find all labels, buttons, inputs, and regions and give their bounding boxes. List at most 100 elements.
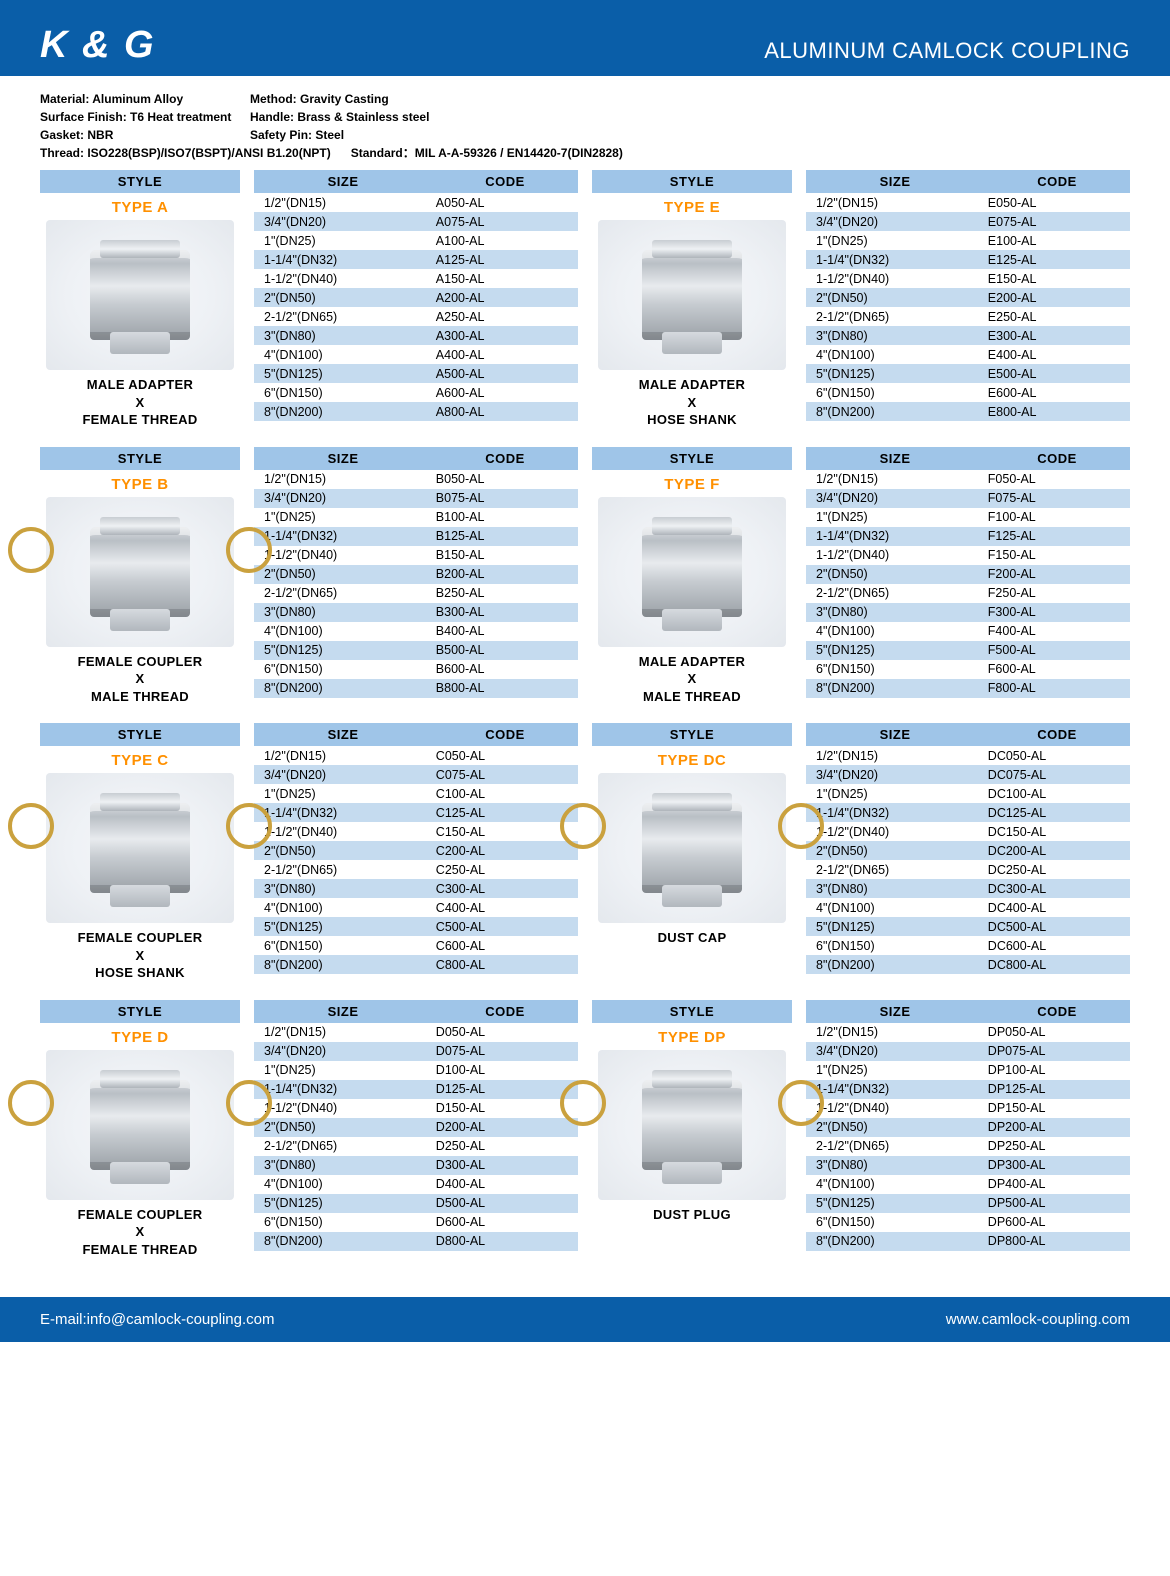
table-row: 6"(DN150)C600-AL [254,936,578,955]
table-row: 6"(DN150)E600-AL [806,383,1130,402]
cell-size: 4"(DN100) [810,1177,984,1191]
style-panel: STYLETYPE DFEMALE COUPLER X FEMALE THREA… [40,1000,240,1259]
cell-code: D150-AL [432,1101,574,1115]
cell-size: 2"(DN50) [258,1120,432,1134]
type-name: TYPE B [40,476,240,493]
table-row: 1-1/2"(DN40)A150-AL [254,269,578,288]
cell-code: F300-AL [984,605,1126,619]
cell-size: 1-1/2"(DN40) [258,825,432,839]
cell-size: 2-1/2"(DN65) [810,863,984,877]
size-table: SIZECODE1/2"(DN15)A050-AL3/4"(DN20)A075-… [254,170,578,429]
cell-code: C800-AL [432,958,574,972]
table-row: 1"(DN25)F100-AL [806,508,1130,527]
table-row: 3/4"(DN20)E075-AL [806,212,1130,231]
style-header: STYLE [592,170,792,193]
product-block: STYLETYPE DPDUST PLUGSIZECODE1/2"(DN15)D… [592,1000,1130,1259]
cell-code: D800-AL [432,1234,574,1248]
type-name: TYPE DC [592,752,792,769]
table-row: 4"(DN100)A400-AL [254,345,578,364]
cell-size: 6"(DN150) [810,1215,984,1229]
style-panel: STYLETYPE FMALE ADAPTER X MALE THREAD [592,447,792,706]
cell-size: 1-1/4"(DN32) [810,806,984,820]
catalog-row: STYLETYPE DFEMALE COUPLER X FEMALE THREA… [40,1000,1130,1259]
type-name: TYPE C [40,752,240,769]
style-header: STYLE [40,1000,240,1023]
spec-material: Material: Aluminum Alloy [40,90,250,108]
header-code: CODE [984,451,1130,466]
cell-code: DP125-AL [984,1082,1126,1096]
cell-size: 6"(DN150) [258,939,432,953]
cell-size: 2-1/2"(DN65) [258,1139,432,1153]
table-row: 6"(DN150)F600-AL [806,660,1130,679]
product-block: STYLETYPE EMALE ADAPTER X HOSE SHANKSIZE… [592,170,1130,429]
cell-size: 3"(DN80) [810,882,984,896]
cell-size: 3"(DN80) [258,1158,432,1172]
cell-code: D500-AL [432,1196,574,1210]
product-description: FEMALE COUPLER X MALE THREAD [40,653,240,706]
cell-size: 4"(DN100) [258,348,432,362]
cell-code: E100-AL [984,234,1126,248]
cell-size: 3"(DN80) [258,329,432,343]
table-row: 3"(DN80)C300-AL [254,879,578,898]
cell-code: DP150-AL [984,1101,1126,1115]
cell-code: C150-AL [432,825,574,839]
cell-size: 2-1/2"(DN65) [258,586,432,600]
cell-size: 5"(DN125) [258,1196,432,1210]
table-row: 1-1/2"(DN40)E150-AL [806,269,1130,288]
table-row: 2-1/2"(DN65)F250-AL [806,584,1130,603]
header-code: CODE [432,451,578,466]
cell-size: 5"(DN125) [258,367,432,381]
product-image [598,773,786,923]
size-table: SIZECODE1/2"(DN15)C050-AL3/4"(DN20)C075-… [254,723,578,982]
table-row: 2-1/2"(DN65)DC250-AL [806,860,1130,879]
cell-code: B125-AL [432,529,574,543]
cell-code: B075-AL [432,491,574,505]
table-row: 8"(DN200)F800-AL [806,679,1130,698]
product-image [46,1050,234,1200]
cell-size: 1"(DN25) [258,787,432,801]
cell-size: 1"(DN25) [810,787,984,801]
table-row: 2"(DN50)C200-AL [254,841,578,860]
cell-code: B250-AL [432,586,574,600]
cell-code: C125-AL [432,806,574,820]
cell-code: DC800-AL [984,958,1126,972]
catalog-row: STYLETYPE AMALE ADAPTER X FEMALE THREADS… [40,170,1130,429]
cell-code: DP200-AL [984,1120,1126,1134]
cell-size: 3"(DN80) [810,1158,984,1172]
cell-size: 1"(DN25) [810,234,984,248]
cell-code: DP300-AL [984,1158,1126,1172]
cell-size: 3/4"(DN20) [810,1044,984,1058]
product-block: STYLETYPE CFEMALE COUPLER X HOSE SHANKSI… [40,723,578,982]
table-row: 3/4"(DN20)A075-AL [254,212,578,231]
style-header: STYLE [40,447,240,470]
cell-size: 2"(DN50) [258,844,432,858]
table-row: 3"(DN80)E300-AL [806,326,1130,345]
cell-size: 8"(DN200) [258,681,432,695]
cell-size: 2"(DN50) [810,567,984,581]
table-row: 1/2"(DN15)C050-AL [254,746,578,765]
table-row: 1-1/4"(DN32)DP125-AL [806,1080,1130,1099]
style-header: STYLE [592,723,792,746]
cell-size: 4"(DN100) [258,901,432,915]
cell-code: E400-AL [984,348,1126,362]
cell-size: 3"(DN80) [810,329,984,343]
cell-code: F250-AL [984,586,1126,600]
cell-size: 5"(DN125) [810,643,984,657]
table-row: 3/4"(DN20)D075-AL [254,1042,578,1061]
table-row: 1"(DN25)DC100-AL [806,784,1130,803]
table-row: 2-1/2"(DN65)D250-AL [254,1137,578,1156]
product-description: DUST PLUG [592,1206,792,1224]
cell-code: A300-AL [432,329,574,343]
table-row: 3/4"(DN20)DC075-AL [806,765,1130,784]
table-row: 5"(DN125)DC500-AL [806,917,1130,936]
cell-size: 1/2"(DN15) [810,196,984,210]
cell-code: F125-AL [984,529,1126,543]
cell-code: A150-AL [432,272,574,286]
cell-size: 1/2"(DN15) [258,749,432,763]
cell-size: 2-1/2"(DN65) [810,586,984,600]
cell-code: A600-AL [432,386,574,400]
cell-code: DP500-AL [984,1196,1126,1210]
size-table: SIZECODE1/2"(DN15)F050-AL3/4"(DN20)F075-… [806,447,1130,706]
table-row: 1"(DN25)B100-AL [254,508,578,527]
product-block: STYLETYPE DFEMALE COUPLER X FEMALE THREA… [40,1000,578,1259]
